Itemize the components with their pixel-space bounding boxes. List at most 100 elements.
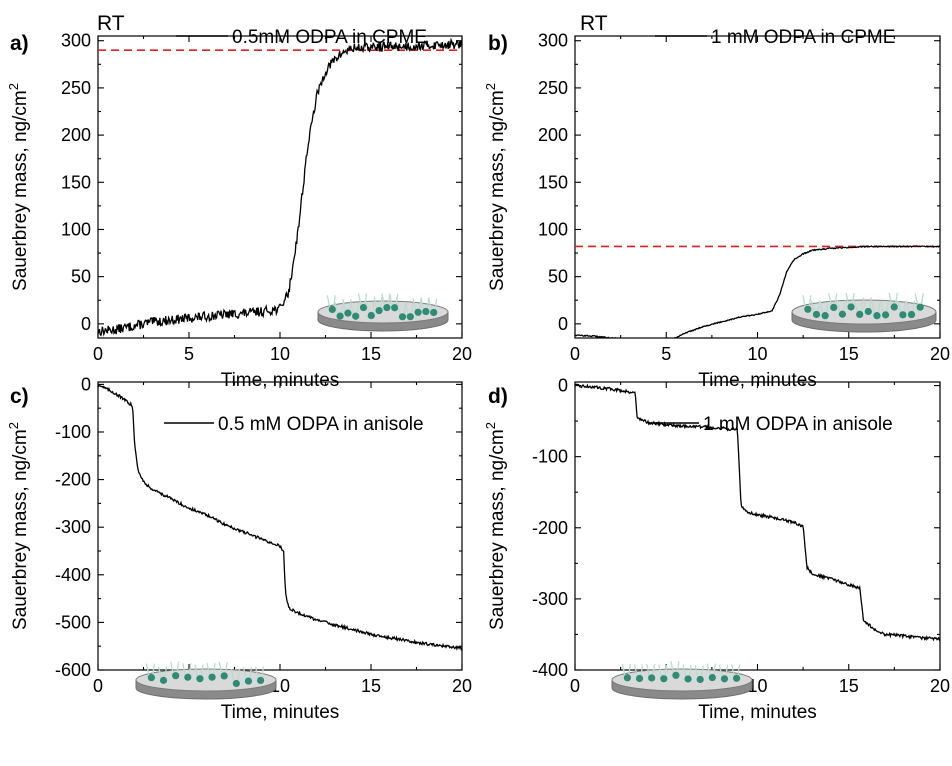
x-tick-label: 10 — [270, 344, 290, 364]
molecule-head — [838, 310, 847, 318]
substrate-top — [135, 668, 277, 692]
x-tick-label: 20 — [452, 676, 472, 696]
y-tick-label: -400 — [532, 660, 568, 680]
molecule-head — [375, 307, 383, 315]
molecule-head — [184, 673, 192, 681]
substrate-illustration — [135, 661, 277, 700]
molecule-head — [422, 307, 430, 316]
y-tick-label: 200 — [538, 125, 568, 145]
corner-label: RT — [580, 12, 608, 35]
molecule-head — [882, 311, 890, 319]
x-tick-label: 20 — [452, 344, 472, 364]
x-axis-title: Time, minutes — [698, 370, 817, 391]
molecule-head — [391, 304, 399, 312]
y-axis-title: Sauerbrey mass, ng/cm2 — [6, 422, 31, 630]
molecule-head — [873, 312, 881, 320]
y-tick-label: -600 — [55, 660, 91, 680]
molecule-head — [244, 677, 253, 685]
x-tick-label: 0 — [93, 676, 103, 696]
y-tick-label: 100 — [538, 219, 568, 239]
y-axis-title-superscript: 2 — [483, 83, 498, 90]
y-axis-title: Sauerbrey mass, ng/cm2 — [483, 83, 508, 291]
y-tick-label: 200 — [61, 125, 91, 145]
molecule-head — [847, 303, 855, 311]
x-tick-label: 15 — [839, 344, 859, 364]
plot-frame — [574, 35, 941, 339]
substrate-illustration — [611, 661, 753, 700]
corner-label: RT — [97, 12, 125, 35]
y-axis-title: Sauerbrey mass, ng/cm2 — [6, 83, 31, 291]
y-tick-label: 150 — [61, 172, 91, 192]
x-tick-label: 20 — [930, 344, 950, 364]
substrate-illustration — [791, 292, 937, 333]
y-tick-label: 0 — [81, 314, 91, 334]
x-tick-label: 5 — [184, 344, 194, 364]
y-axis-title-main: Sauerbrey mass, ng/cm — [10, 90, 31, 291]
molecule-head — [398, 313, 407, 321]
molecule-head — [733, 674, 741, 682]
y-axis-title-main: Sauerbrey mass, ng/cm — [487, 90, 508, 291]
plot-frame — [97, 35, 463, 339]
molecule-head — [812, 310, 821, 319]
molecule-head — [367, 311, 375, 320]
y-tick-label: 300 — [61, 31, 91, 51]
molecule-head — [907, 310, 916, 319]
y-tick-label: -300 — [55, 517, 91, 537]
molecule-head — [257, 676, 265, 685]
y-tick-label: 0 — [558, 314, 568, 334]
series-line — [98, 383, 462, 651]
molecule-head — [696, 675, 704, 684]
x-tick-label: 10 — [747, 344, 767, 364]
y-axis-title-superscript: 2 — [483, 422, 498, 429]
panel-letter: a) — [10, 32, 29, 55]
legend-label: 0.5 mM ODPA in anisole — [218, 414, 424, 435]
molecule-head — [916, 303, 924, 311]
y-tick-label: 150 — [538, 172, 568, 192]
molecule-head — [720, 675, 729, 683]
molecule-head — [899, 311, 907, 319]
y-axis-title-main: Sauerbrey mass, ng/cm — [10, 429, 31, 630]
y-tick-label: 250 — [61, 78, 91, 98]
x-tick-label: 20 — [930, 676, 950, 696]
panel-letter: c) — [10, 385, 29, 408]
y-axis-title: Sauerbrey mass, ng/cm2 — [483, 422, 508, 630]
molecule-head — [804, 305, 812, 313]
molecule-head — [336, 312, 344, 320]
x-axis-title: Time, minutes — [221, 370, 340, 391]
y-axis-title-superscript: 2 — [6, 422, 21, 429]
panel-letter: d) — [488, 385, 508, 408]
x-tick-label: 0 — [93, 344, 103, 364]
molecule-head — [672, 671, 680, 679]
y-axis-title-superscript: 2 — [6, 83, 21, 90]
molecule-head — [430, 308, 438, 317]
molecule-head — [406, 313, 414, 321]
y-tick-label: 100 — [61, 219, 91, 239]
molecule-head — [196, 675, 204, 683]
y-tick-label: 50 — [548, 267, 568, 287]
y-tick-label: 300 — [538, 31, 568, 51]
legend-label: 1 mM ODPA in CPME — [711, 27, 895, 48]
y-tick-label: -200 — [532, 518, 568, 538]
y-tick-label: -500 — [55, 612, 91, 632]
molecule-head — [856, 310, 864, 319]
x-tick-label: 15 — [839, 676, 859, 696]
panel-letter: b) — [488, 32, 508, 55]
series-line — [575, 383, 940, 642]
molecule-head — [890, 303, 898, 311]
y-tick-label: -100 — [55, 422, 91, 442]
molecule-head — [414, 308, 422, 316]
x-tick-label: 0 — [570, 676, 580, 696]
y-tick-label: -400 — [55, 565, 91, 585]
legend-label: 1 mM ODPA in anisole — [703, 414, 893, 435]
x-tick-label: 15 — [361, 676, 381, 696]
molecule-head — [648, 674, 656, 682]
x-axis-title: Time, minutes — [221, 702, 340, 723]
molecule-head — [830, 303, 838, 312]
substrate-top — [611, 668, 753, 692]
molecule-head — [383, 303, 391, 312]
molecule-head — [864, 307, 872, 316]
